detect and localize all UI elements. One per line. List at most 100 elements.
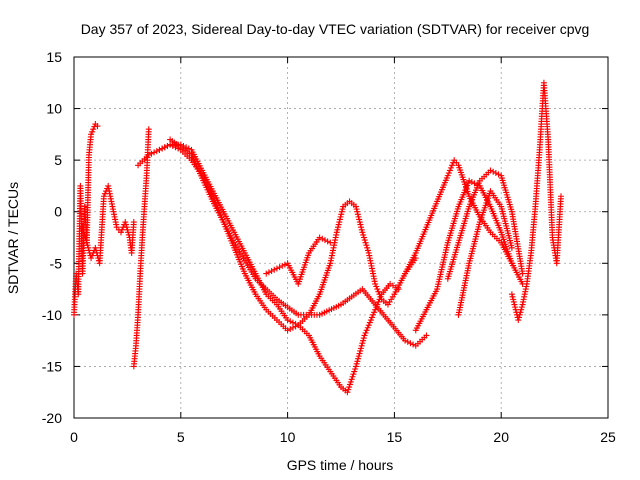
- data-trace: [243, 272, 258, 295]
- data-trace: [189, 154, 215, 203]
- y-axis-label: SDTVAR / TECUs: [5, 182, 21, 294]
- data-trace: [510, 262, 525, 285]
- data-trace: [276, 297, 300, 317]
- data-trace: [131, 345, 139, 367]
- data-point: [508, 260, 515, 267]
- data-trace: [488, 205, 504, 233]
- data-trace: [254, 293, 268, 311]
- data-trace: [105, 185, 115, 207]
- series-segment-11: [455, 188, 515, 318]
- series-segment-4: [135, 141, 402, 396]
- data-point: [327, 239, 334, 246]
- data-trace: [489, 231, 503, 244]
- data-trace: [466, 221, 483, 264]
- data-trace: [489, 190, 503, 208]
- data-trace: [541, 82, 551, 140]
- data-trace: [148, 148, 160, 157]
- data-point: [344, 389, 351, 396]
- data-point: [487, 167, 494, 174]
- y-tick-label: -10: [42, 307, 62, 323]
- data-trace: [307, 236, 322, 254]
- data-point: [90, 126, 97, 133]
- data-trace: [334, 206, 346, 233]
- data-trace: [528, 206, 539, 254]
- data-trace: [467, 180, 482, 208]
- data-trace: [353, 206, 365, 233]
- data-trace: [478, 169, 492, 182]
- data-trace: [89, 247, 98, 259]
- data-point: [359, 229, 366, 236]
- data-trace: [366, 252, 378, 285]
- data-trace: [319, 302, 342, 317]
- data-trace: [490, 168, 502, 178]
- data-trace: [414, 334, 428, 347]
- data-trace: [468, 179, 481, 188]
- data-trace: [498, 205, 515, 249]
- data-trace: [413, 308, 429, 332]
- data-trace: [159, 142, 171, 152]
- data-trace: [141, 175, 150, 207]
- y-tick-label: -20: [42, 410, 62, 426]
- chart-title: Day 357 of 2023, Sidereal Day-to-day VTE…: [81, 21, 590, 37]
- data-point: [83, 239, 90, 246]
- data-point: [263, 270, 270, 277]
- data-trace: [169, 142, 182, 152]
- data-trace: [319, 235, 331, 245]
- data-trace: [353, 335, 367, 367]
- data-trace: [232, 241, 258, 280]
- data-trace: [287, 323, 299, 333]
- series-segment-1: [71, 121, 101, 318]
- data-trace: [297, 324, 310, 337]
- data-trace: [200, 169, 215, 192]
- data-trace: [380, 298, 389, 306]
- data-point: [370, 311, 377, 318]
- data-point: [515, 317, 522, 324]
- data-point: [508, 291, 515, 298]
- data-point: [167, 141, 174, 148]
- data-trace: [232, 247, 247, 275]
- data-point: [361, 332, 368, 339]
- data-trace: [340, 287, 364, 306]
- data-trace: [122, 221, 132, 238]
- data-trace: [179, 148, 193, 162]
- data-point: [100, 193, 107, 200]
- data-trace: [135, 273, 144, 316]
- data-trace: [445, 242, 461, 280]
- data-point: [444, 172, 451, 179]
- data-point: [402, 337, 409, 344]
- data-trace: [434, 242, 451, 290]
- data-trace: [373, 283, 384, 300]
- data-trace: [318, 355, 332, 373]
- data-point: [333, 229, 340, 236]
- data-point: [352, 363, 359, 370]
- data-trace: [243, 252, 258, 275]
- data-trace: [265, 293, 278, 306]
- data-point: [352, 203, 359, 210]
- data-point: [423, 332, 430, 339]
- data-point: [94, 123, 101, 130]
- data-trace: [445, 205, 461, 244]
- x-tick-label: 10: [280, 429, 296, 445]
- data-trace: [143, 128, 152, 177]
- data-trace: [221, 211, 237, 234]
- data-trace: [189, 149, 204, 172]
- data-trace: [317, 262, 333, 295]
- data-trace: [89, 128, 96, 135]
- data-trace: [119, 221, 128, 233]
- x-tick-label: 0: [70, 429, 78, 445]
- data-point: [117, 229, 124, 236]
- data-trace: [404, 338, 417, 348]
- data-trace: [328, 370, 343, 388]
- series-segment-12: [508, 79, 565, 324]
- data-trace: [456, 205, 472, 244]
- data-trace: [327, 231, 340, 264]
- data-trace: [128, 221, 137, 254]
- data-series: [71, 79, 565, 396]
- data-trace: [360, 231, 371, 254]
- data-trace: [109, 206, 120, 228]
- grid: [74, 57, 608, 418]
- data-trace: [403, 252, 418, 275]
- series-segment-7: [263, 234, 334, 287]
- y-tick-label: -15: [42, 358, 62, 374]
